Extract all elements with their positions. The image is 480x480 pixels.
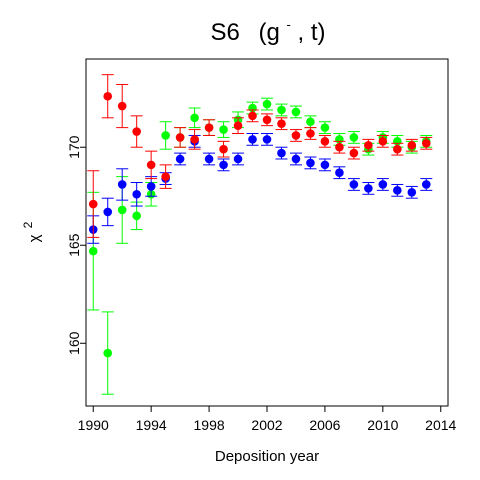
- data-point: [146, 182, 156, 191]
- chart-title-sup: -: [287, 17, 291, 32]
- data-point: [364, 140, 373, 150]
- chart-title: S6 (g - , t): [210, 8, 325, 46]
- data-point: [132, 211, 141, 221]
- data-point: [335, 142, 344, 152]
- x-tick-label: 2002: [251, 417, 282, 433]
- data-point: [219, 144, 228, 154]
- data-point: [291, 154, 301, 164]
- data-point: [204, 154, 214, 164]
- data-point: [277, 148, 286, 158]
- chart-title-main: S6: [210, 19, 239, 46]
- data-point: [349, 148, 359, 158]
- data-point: [175, 133, 185, 142]
- data-point: [262, 99, 272, 109]
- y-tick-label: 160: [66, 331, 82, 355]
- x-tick-label: 1990: [78, 417, 109, 433]
- data-point: [349, 180, 359, 189]
- data-point: [407, 140, 417, 150]
- data-point: [248, 135, 257, 144]
- y-axis: 160 165 170: [66, 135, 86, 355]
- data-point: [103, 348, 113, 358]
- data-point: [219, 160, 228, 170]
- data-point: [364, 184, 373, 193]
- data-point: [306, 158, 315, 168]
- data-point: [320, 160, 330, 170]
- data-point: [132, 127, 141, 136]
- data-point: [291, 131, 301, 140]
- y-axis-label-sup: 2: [21, 221, 35, 228]
- data-point: [117, 101, 127, 111]
- x-tick-label: 1998: [194, 417, 225, 433]
- data-point: [219, 125, 228, 134]
- data-point: [161, 172, 170, 181]
- data-point: [393, 144, 402, 154]
- data-point: [175, 154, 185, 164]
- data-point: [277, 119, 286, 128]
- data-point: [393, 186, 402, 195]
- data-point: [306, 129, 315, 138]
- y-tick-label: 170: [66, 135, 82, 159]
- x-tick-label: 2010: [367, 417, 398, 433]
- data-point: [233, 121, 243, 130]
- x-axis-label: Deposition year: [215, 448, 319, 465]
- data-point: [421, 138, 431, 148]
- data-point: [88, 246, 98, 256]
- data-point: [103, 91, 113, 101]
- data-point: [277, 105, 286, 115]
- data-point: [117, 180, 127, 189]
- x-tick-label: 2014: [425, 417, 456, 433]
- data-point: [306, 117, 315, 127]
- chart-title-rest: , t): [298, 19, 326, 46]
- series-1: [87, 132, 433, 244]
- data-point: [103, 207, 113, 217]
- x-tick-label: 1994: [136, 417, 167, 433]
- data-point: [421, 180, 431, 189]
- data-point: [262, 115, 272, 125]
- data-point: [349, 133, 359, 142]
- data-point: [190, 135, 199, 144]
- data-point: [146, 160, 156, 170]
- data-point: [262, 135, 272, 144]
- data-point: [204, 123, 214, 132]
- data-point: [378, 180, 388, 189]
- data-point: [407, 188, 417, 197]
- plot-area: [87, 74, 433, 395]
- series-2: [87, 74, 433, 238]
- chart-title-args: (g: [259, 19, 280, 46]
- data-point: [88, 199, 98, 209]
- y-axis-label-base: χ: [26, 234, 43, 242]
- data-point: [378, 137, 388, 146]
- data-point: [161, 131, 170, 140]
- data-point: [335, 168, 344, 178]
- y-axis-label: χ 2: [21, 221, 43, 242]
- data-point: [233, 154, 243, 164]
- data-point: [132, 189, 141, 199]
- plot-frame: [85, 58, 449, 407]
- x-axis: 1990 1994 1998 2002 2006 2010 2014: [78, 406, 457, 433]
- data-point: [320, 137, 330, 146]
- x-tick-label: 2006: [309, 417, 340, 433]
- data-point: [190, 113, 199, 123]
- data-point: [248, 111, 257, 121]
- data-point: [117, 205, 127, 215]
- y-tick-label: 165: [66, 233, 82, 257]
- data-point: [320, 123, 330, 132]
- data-point: [291, 107, 301, 117]
